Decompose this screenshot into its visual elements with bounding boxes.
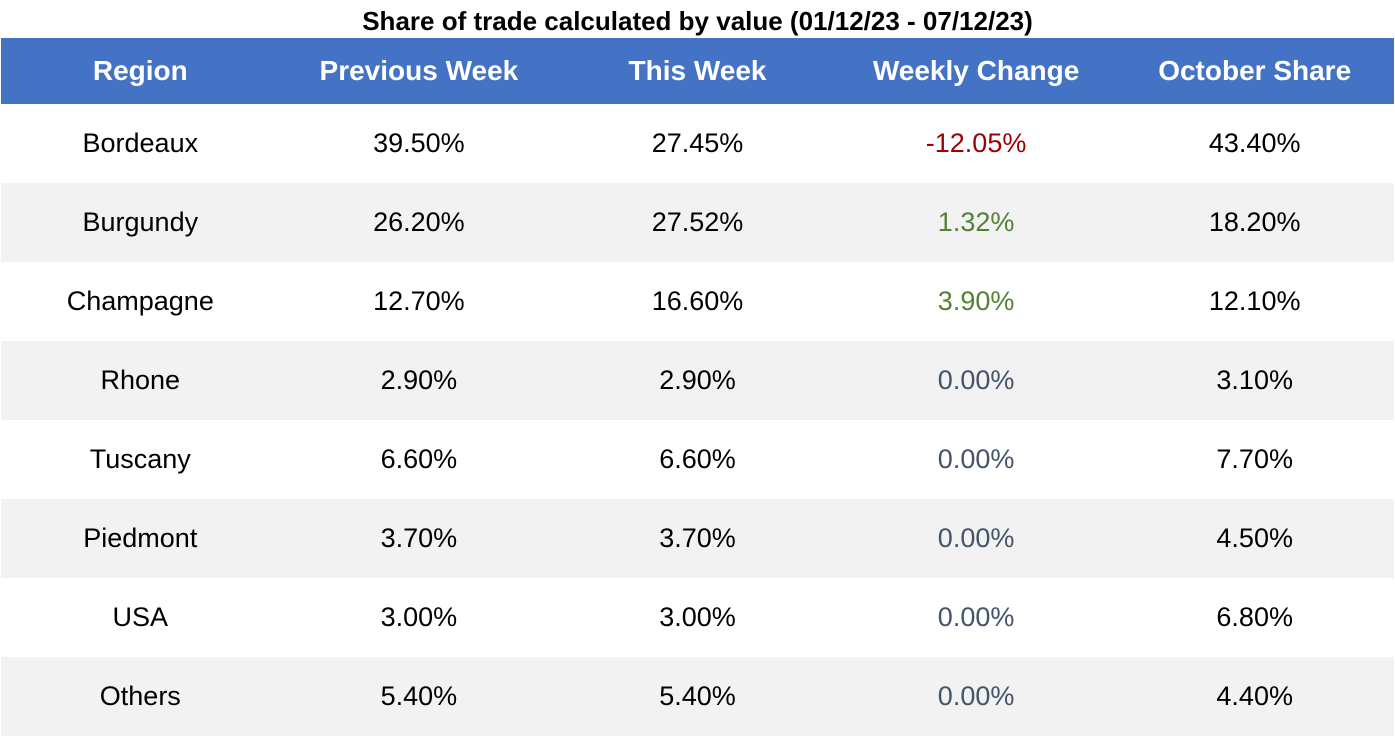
cell-weekly-change: 3.90% bbox=[836, 262, 1116, 341]
cell-previous-week: 12.70% bbox=[279, 262, 559, 341]
cell-weekly-change: 0.00% bbox=[836, 420, 1116, 499]
cell-region: Rhone bbox=[1, 341, 280, 420]
table-row: Champagne 12.70% 16.60% 3.90% 12.10% bbox=[1, 262, 1394, 341]
table-row: USA 3.00% 3.00% 0.00% 6.80% bbox=[1, 578, 1394, 657]
header-row: Region Previous Week This Week Weekly Ch… bbox=[1, 38, 1394, 104]
cell-weekly-change: 0.00% bbox=[836, 499, 1116, 578]
cell-weekly-change: -12.05% bbox=[836, 104, 1116, 183]
header-region: Region bbox=[1, 38, 280, 104]
cell-october-share: 4.40% bbox=[1115, 657, 1394, 736]
cell-this-week: 27.52% bbox=[558, 183, 837, 262]
cell-october-share: 6.80% bbox=[1115, 578, 1394, 657]
cell-region: Burgundy bbox=[1, 183, 280, 262]
table-row: Rhone 2.90% 2.90% 0.00% 3.10% bbox=[1, 341, 1394, 420]
cell-this-week: 3.00% bbox=[558, 578, 837, 657]
header-weekly-change: Weekly Change bbox=[836, 38, 1116, 104]
cell-region: Champagne bbox=[1, 262, 280, 341]
cell-previous-week: 26.20% bbox=[279, 183, 559, 262]
trade-share-table: Region Previous Week This Week Weekly Ch… bbox=[1, 38, 1394, 736]
table-row: Burgundy 26.20% 27.52% 1.32% 18.20% bbox=[1, 183, 1394, 262]
cell-october-share: 3.10% bbox=[1115, 341, 1394, 420]
table-row: Tuscany 6.60% 6.60% 0.00% 7.70% bbox=[1, 420, 1394, 499]
cell-this-week: 6.60% bbox=[558, 420, 837, 499]
cell-this-week: 16.60% bbox=[558, 262, 837, 341]
cell-october-share: 18.20% bbox=[1115, 183, 1394, 262]
cell-this-week: 27.45% bbox=[558, 104, 837, 183]
cell-this-week: 3.70% bbox=[558, 499, 837, 578]
table-row: Piedmont 3.70% 3.70% 0.00% 4.50% bbox=[1, 499, 1394, 578]
cell-this-week: 2.90% bbox=[558, 341, 837, 420]
header-previous-week: Previous Week bbox=[279, 38, 559, 104]
cell-weekly-change: 0.00% bbox=[836, 341, 1116, 420]
cell-previous-week: 6.60% bbox=[279, 420, 559, 499]
header-october-share: October Share bbox=[1115, 38, 1394, 104]
cell-region: Others bbox=[1, 657, 280, 736]
cell-previous-week: 3.70% bbox=[279, 499, 559, 578]
cell-region: USA bbox=[1, 578, 280, 657]
table-row: Others 5.40% 5.40% 0.00% 4.40% bbox=[1, 657, 1394, 736]
cell-october-share: 12.10% bbox=[1115, 262, 1394, 341]
cell-weekly-change: 0.00% bbox=[836, 657, 1116, 736]
cell-this-week: 5.40% bbox=[558, 657, 837, 736]
cell-previous-week: 5.40% bbox=[279, 657, 559, 736]
cell-weekly-change: 0.00% bbox=[836, 578, 1116, 657]
cell-previous-week: 2.90% bbox=[279, 341, 559, 420]
cell-region: Bordeaux bbox=[1, 104, 280, 183]
cell-region: Tuscany bbox=[1, 420, 280, 499]
cell-october-share: 43.40% bbox=[1115, 104, 1394, 183]
cell-october-share: 4.50% bbox=[1115, 499, 1394, 578]
cell-previous-week: 3.00% bbox=[279, 578, 559, 657]
cell-october-share: 7.70% bbox=[1115, 420, 1394, 499]
header-this-week: This Week bbox=[558, 38, 837, 104]
table-title: Share of trade calculated by value (01/1… bbox=[362, 6, 1033, 36]
cell-previous-week: 39.50% bbox=[279, 104, 559, 183]
cell-region: Piedmont bbox=[1, 499, 280, 578]
table-row: Bordeaux 39.50% 27.45% -12.05% 43.40% bbox=[1, 104, 1394, 183]
table-body: Bordeaux 39.50% 27.45% -12.05% 43.40% Burgund… bbox=[1, 104, 1394, 736]
cell-weekly-change: 1.32% bbox=[836, 183, 1116, 262]
